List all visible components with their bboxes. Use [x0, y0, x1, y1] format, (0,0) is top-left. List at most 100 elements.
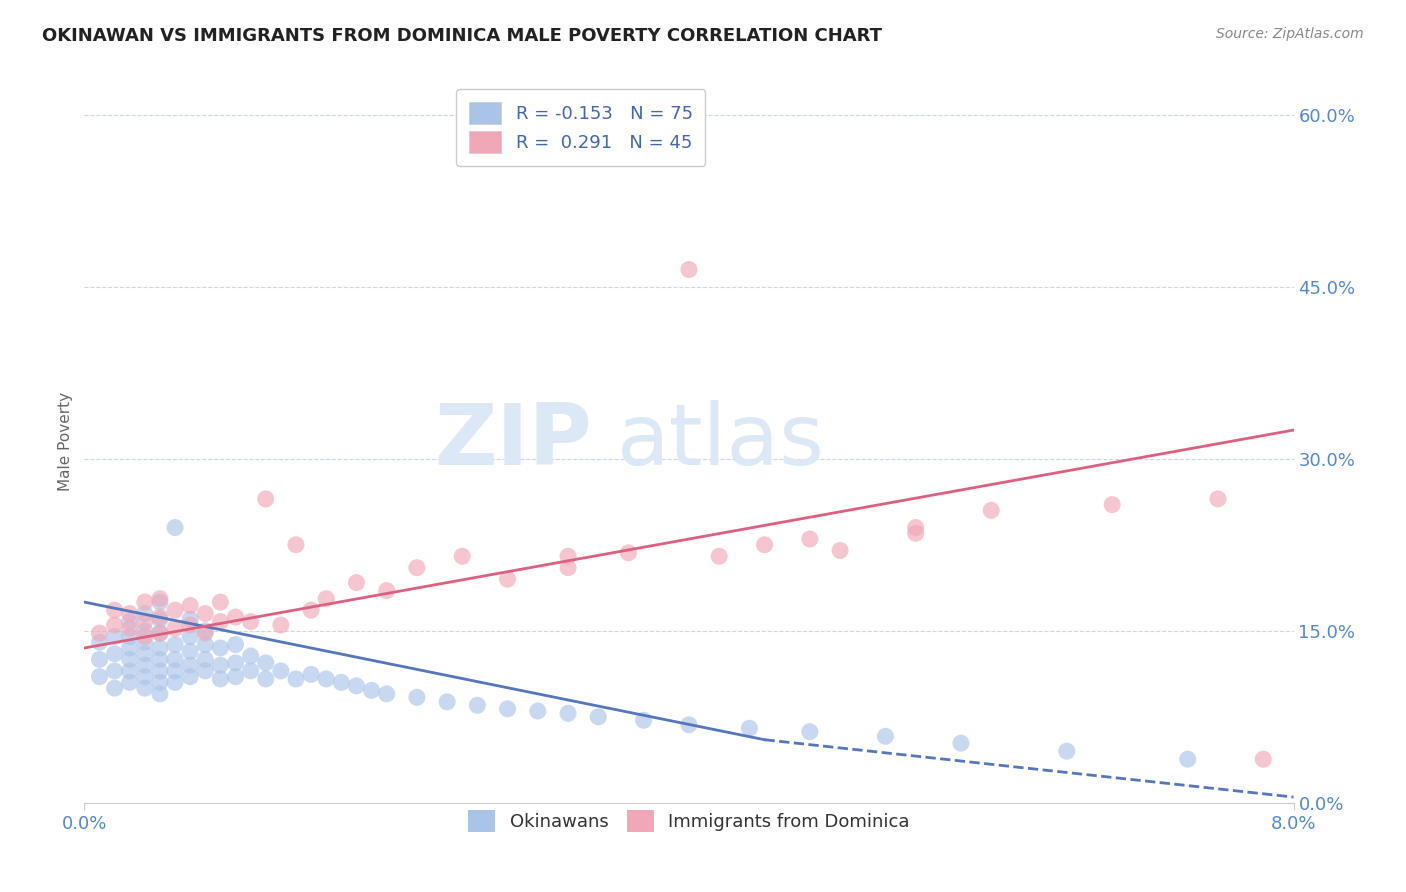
Point: [89, 635, 111, 649]
Point: [225, 638, 247, 652]
Point: [678, 262, 700, 277]
Point: [738, 721, 761, 735]
Point: [1206, 491, 1229, 506]
Point: [134, 658, 156, 673]
Point: [194, 607, 217, 621]
Point: [436, 695, 458, 709]
Point: [346, 575, 368, 590]
Point: [557, 549, 579, 564]
Point: [149, 626, 172, 640]
Point: [194, 638, 217, 652]
Point: [118, 640, 141, 655]
Point: [165, 664, 187, 678]
Point: [904, 526, 927, 541]
Point: [904, 520, 927, 534]
Text: OKINAWAN VS IMMIGRANTS FROM DOMINICA MALE POVERTY CORRELATION CHART: OKINAWAN VS IMMIGRANTS FROM DOMINICA MAL…: [42, 27, 882, 45]
Point: [633, 713, 655, 727]
Point: [754, 538, 776, 552]
Point: [315, 672, 337, 686]
Point: [89, 652, 111, 666]
Point: [134, 647, 156, 661]
Point: [799, 532, 821, 546]
Point: [209, 672, 232, 686]
Point: [346, 679, 368, 693]
Point: [496, 702, 519, 716]
Point: [557, 706, 579, 721]
Point: [406, 690, 429, 705]
Point: [270, 664, 292, 678]
Point: [118, 615, 141, 629]
Point: [330, 675, 353, 690]
Point: [254, 656, 277, 670]
Point: [149, 664, 172, 678]
Point: [299, 603, 322, 617]
Point: [225, 670, 247, 684]
Point: [194, 664, 217, 678]
Point: [165, 520, 187, 534]
Point: [179, 599, 201, 613]
Point: [149, 640, 172, 655]
Point: [980, 503, 1002, 517]
Point: [165, 675, 187, 690]
Point: [149, 675, 172, 690]
Point: [1101, 498, 1123, 512]
Point: [225, 656, 247, 670]
Point: [134, 607, 156, 621]
Point: [1253, 752, 1275, 766]
Point: [165, 652, 187, 666]
Y-axis label: Male Poverty: Male Poverty: [58, 392, 73, 491]
Text: ZIP: ZIP: [434, 400, 592, 483]
Point: [149, 652, 172, 666]
Point: [179, 612, 201, 626]
Point: [709, 549, 731, 564]
Point: [118, 675, 141, 690]
Point: [149, 591, 172, 606]
Point: [149, 610, 172, 624]
Point: [285, 538, 308, 552]
Point: [165, 622, 187, 636]
Point: [104, 664, 127, 678]
Point: [617, 546, 640, 560]
Point: [467, 698, 489, 713]
Point: [104, 647, 127, 661]
Point: [270, 618, 292, 632]
Point: [179, 658, 201, 673]
Point: [134, 635, 156, 649]
Point: [209, 615, 232, 629]
Point: [527, 704, 550, 718]
Point: [239, 648, 262, 663]
Point: [375, 583, 398, 598]
Point: [950, 736, 973, 750]
Point: [118, 664, 141, 678]
Point: [194, 652, 217, 666]
Point: [149, 612, 172, 626]
Point: [875, 729, 897, 743]
Point: [149, 687, 172, 701]
Point: [134, 681, 156, 695]
Point: [194, 624, 217, 638]
Point: [360, 683, 382, 698]
Point: [406, 560, 429, 574]
Point: [89, 670, 111, 684]
Point: [149, 626, 172, 640]
Point: [451, 549, 474, 564]
Point: [375, 687, 398, 701]
Point: [118, 652, 141, 666]
Point: [557, 560, 579, 574]
Point: [1177, 752, 1199, 766]
Point: [496, 572, 519, 586]
Point: [209, 640, 232, 655]
Point: [165, 638, 187, 652]
Text: atlas: atlas: [616, 400, 824, 483]
Point: [118, 607, 141, 621]
Point: [104, 681, 127, 695]
Point: [239, 615, 262, 629]
Point: [179, 630, 201, 644]
Point: [179, 618, 201, 632]
Point: [239, 664, 262, 678]
Point: [1056, 744, 1078, 758]
Point: [285, 672, 308, 686]
Point: [134, 624, 156, 638]
Text: Source: ZipAtlas.com: Source: ZipAtlas.com: [1216, 27, 1364, 41]
Point: [830, 543, 852, 558]
